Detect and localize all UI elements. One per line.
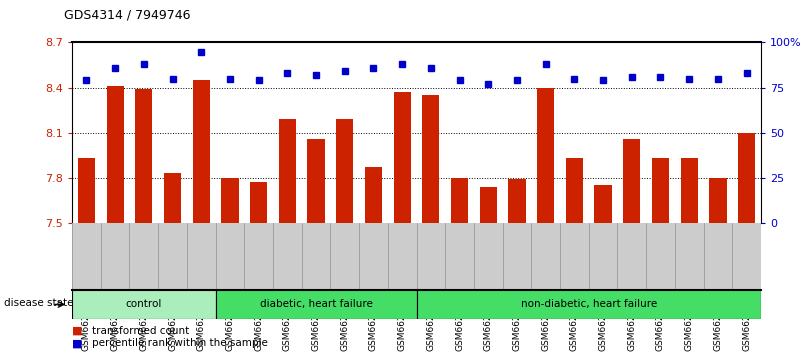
Bar	[594, 185, 612, 223]
Text: percentile rank within the sample: percentile rank within the sample	[92, 338, 268, 348]
Bar	[709, 178, 727, 223]
Bar	[451, 178, 468, 223]
Bar	[480, 187, 497, 223]
Bar	[308, 139, 324, 223]
Bar	[652, 158, 669, 223]
Bar	[250, 182, 268, 223]
Bar	[364, 167, 382, 223]
Bar	[135, 89, 152, 223]
Bar	[681, 158, 698, 223]
Text: control: control	[126, 299, 162, 309]
Bar	[393, 92, 411, 223]
Text: transformed count: transformed count	[92, 326, 189, 336]
Bar	[279, 119, 296, 223]
Bar	[72, 290, 215, 319]
Text: GDS4314 / 7949746: GDS4314 / 7949746	[64, 8, 191, 21]
Bar	[221, 178, 239, 223]
Text: diabetic, heart failure: diabetic, heart failure	[260, 299, 372, 309]
Bar	[417, 290, 761, 319]
Text: ■: ■	[72, 326, 83, 336]
Text: ■: ■	[72, 338, 83, 348]
Bar	[566, 158, 583, 223]
Bar	[164, 173, 181, 223]
Bar	[192, 80, 210, 223]
Bar	[107, 86, 123, 223]
Bar	[623, 139, 640, 223]
Text: disease state: disease state	[4, 298, 74, 308]
Bar	[509, 179, 525, 223]
Bar	[537, 88, 554, 223]
Bar	[215, 290, 417, 319]
Bar	[78, 158, 95, 223]
Text: non-diabetic, heart failure: non-diabetic, heart failure	[521, 299, 657, 309]
Bar	[738, 133, 755, 223]
Bar	[336, 119, 353, 223]
Bar	[422, 95, 440, 223]
